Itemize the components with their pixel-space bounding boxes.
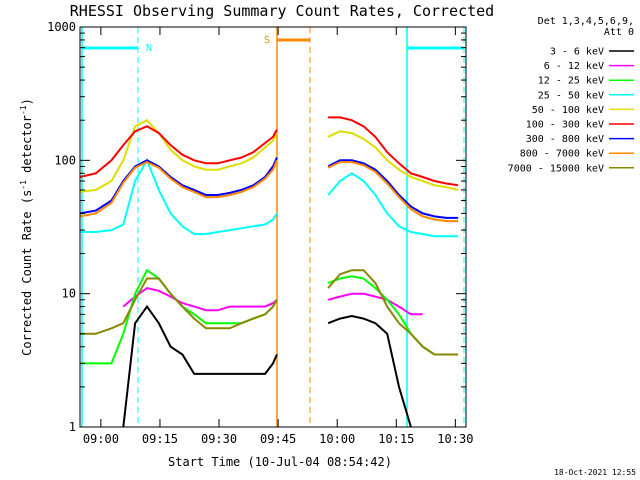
legend-label-1: 3 - 6 keV (550, 47, 604, 58)
plot-frame (79, 26, 467, 428)
legend-label-3: 12 - 25 keV (538, 76, 604, 87)
y-axis-label-end: ) (20, 98, 34, 105)
x-tick-label-1: 09:00 (83, 432, 119, 446)
y-axis-label-mid: detector (20, 115, 34, 180)
series-5 (79, 118, 459, 193)
night-marker-label: N (146, 43, 152, 54)
series-1 (122, 304, 412, 428)
y-tick-label-1: 1 (69, 420, 76, 434)
legend-header-1: Det 1,3,4,5,6,9, (538, 16, 634, 27)
chart-title: RHESSI Observing Summary Count Rates, Co… (70, 2, 494, 20)
series-line-4 (80, 158, 459, 238)
x-tick-label-2: 09:15 (142, 432, 178, 446)
series-8 (79, 159, 459, 223)
series-line-9 (80, 269, 459, 356)
legend-label-9: 7000 - 15000 keV (508, 163, 604, 174)
x-tick-label-3: 09:30 (201, 432, 237, 446)
saa-marker-label: S (264, 35, 270, 46)
y-tick-label-3: 100 (54, 153, 76, 167)
series-line-1 (122, 304, 412, 428)
series-line-2 (122, 287, 423, 316)
x-axis-label: Start Time (10-Jul-04 08:54:42) (168, 455, 392, 469)
footer-date: 18-Oct-2021 12:55 (554, 468, 636, 477)
series-line-5 (79, 118, 459, 193)
legend-header-2: Att 0 (604, 27, 634, 38)
series-line-8 (79, 159, 459, 223)
y-axis-label-sup-1: -1 (19, 180, 28, 190)
legend-label-6: 100 - 300 keV (526, 120, 604, 131)
legend: Det 1,3,4,5,6,9,Att 03 - 6 keV 6 - 12 keV… (508, 16, 634, 174)
legend-label-2: 6 - 12 keV (544, 61, 604, 72)
series-9 (80, 269, 459, 356)
y-axis-label: Corrected Count Rate (s-1 detector-1) (19, 98, 34, 356)
series-line-6 (79, 116, 459, 187)
y-tick-label-2: 10 (62, 287, 76, 301)
y-tick-label-4: 1000 (47, 20, 76, 34)
series-4 (80, 158, 459, 238)
series-2 (122, 287, 423, 316)
x-tick-label-7: 10:30 (437, 432, 473, 446)
legend-label-5: 50 - 100 keV (532, 105, 604, 116)
legend-label-7: 300 - 800 keV (526, 134, 604, 145)
y-axis-label-sup-2: -1 (19, 105, 28, 115)
x-tick-label-4: 09:45 (260, 432, 296, 446)
x-tick-label-6: 10:15 (378, 432, 414, 446)
legend-label-4: 25 - 50 keV (538, 90, 604, 101)
x-tick-label-5: 10:00 (319, 432, 355, 446)
legend-label-8: 800 - 7000 keV (520, 149, 604, 160)
y-axis-label-main: Corrected Count Rate (s (20, 190, 34, 356)
series-6 (79, 116, 459, 187)
